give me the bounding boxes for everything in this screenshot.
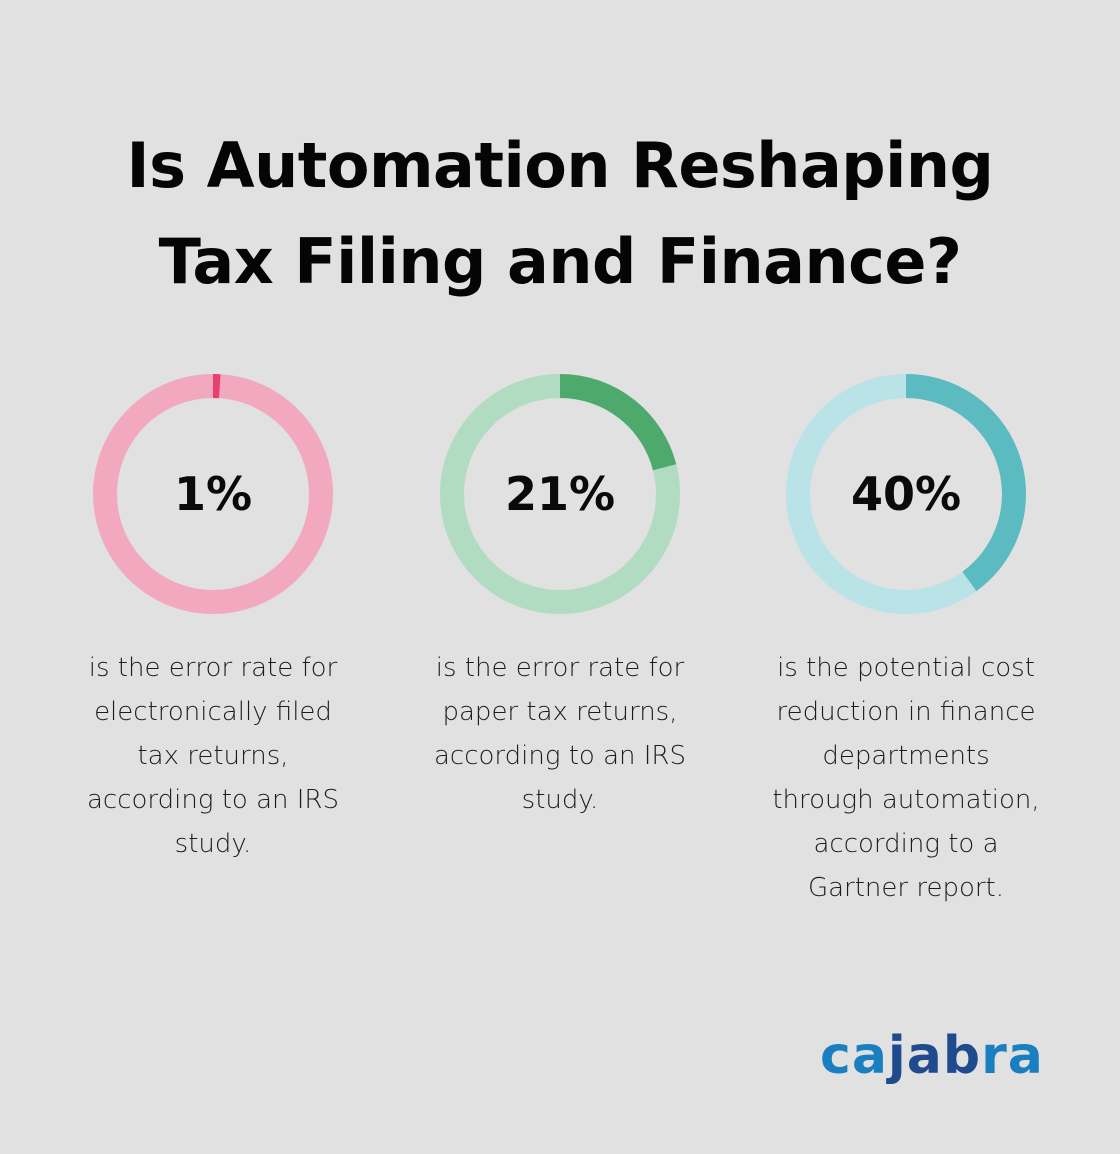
stat-value: 1%	[173, 467, 253, 521]
donut-chart	[93, 374, 333, 614]
stat-description: is the error rate for paper tax returns,…	[433, 653, 686, 815]
donut-fill	[440, 374, 680, 614]
donut-fill	[93, 374, 333, 614]
donut-chart	[440, 374, 680, 614]
title-line-1: Is Automation Reshaping	[126, 129, 994, 202]
title-line-2: Tax Filing and Finance?	[158, 225, 962, 298]
stat-value: 40%	[850, 467, 962, 521]
stat-description: is the potential cost reduction in finan…	[772, 653, 1040, 903]
cajabra-logo: cajabra	[820, 1026, 1044, 1086]
donut-svg	[440, 374, 680, 614]
donut-fill	[786, 374, 1026, 614]
page-title: Is Automation Reshaping Tax Filing and F…	[0, 118, 1120, 310]
donut-svg	[93, 374, 333, 614]
stat-description: is the error rate for electronically fil…	[86, 653, 339, 859]
stat-value: 21%	[504, 467, 616, 521]
donut-svg	[786, 374, 1026, 614]
donut-chart	[786, 374, 1026, 614]
